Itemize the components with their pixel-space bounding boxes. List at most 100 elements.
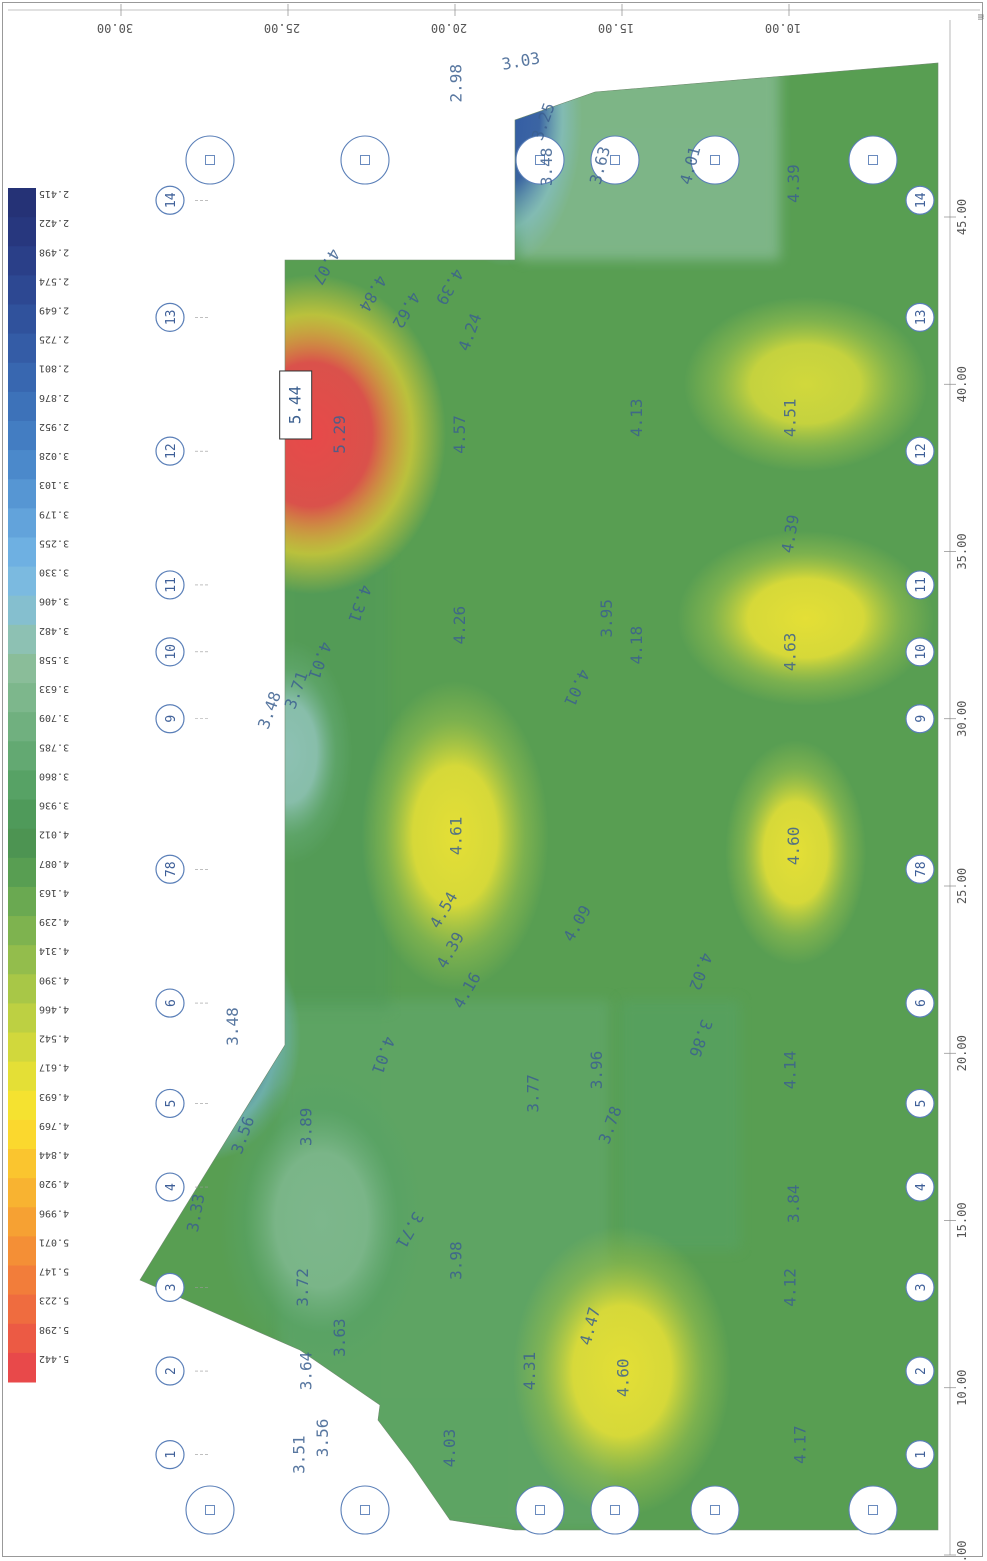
legend-swatch <box>8 974 36 1004</box>
legend-swatch <box>8 333 36 364</box>
grid-bubble-label: 3 <box>914 1283 929 1291</box>
legend-swatch <box>8 799 36 830</box>
legend-swatch <box>8 420 36 451</box>
legend-swatch <box>8 770 36 801</box>
contour-label: 3.48 <box>254 689 285 732</box>
right-tick-label: 25.00 <box>955 868 969 904</box>
legend-value: 2.574 <box>39 275 69 286</box>
legend-value: 3.028 <box>39 450 69 461</box>
contour-blob <box>512 1226 732 1516</box>
right-tick-label: 20.00 <box>955 1035 969 1071</box>
top-tick-label: 20.00 <box>431 21 467 35</box>
legend-swatch <box>8 857 36 888</box>
legend-swatch <box>8 945 36 975</box>
grid-bubble-label: 78 <box>164 861 179 877</box>
grid-bubble-label: 10 <box>914 644 929 660</box>
legend-value: 5.223 <box>39 1295 69 1306</box>
legend-swatch <box>8 1003 36 1034</box>
grid-bubble <box>905 1356 935 1386</box>
grid-bubble-label: 2 <box>164 1367 179 1375</box>
contour-label: 3.77 <box>524 1074 543 1113</box>
right-tick-label: 35.00 <box>955 533 969 569</box>
column-circle <box>590 1485 640 1535</box>
grid-bubble <box>155 185 185 215</box>
column-circle <box>690 135 740 185</box>
legend-value: 5.442 <box>39 1353 69 1364</box>
legend-value: 4.542 <box>39 1033 69 1044</box>
column-square <box>535 155 545 165</box>
grid-bubble-label: 9 <box>914 715 929 723</box>
top-tick-label: 15.00 <box>598 21 634 35</box>
legend-value: 5.147 <box>39 1266 69 1277</box>
contour-label: 3.96 <box>587 1051 606 1090</box>
legend-swatch <box>8 566 36 597</box>
grid-bubble-label: 4 <box>914 1183 929 1191</box>
grid-bubble <box>155 570 185 600</box>
column-square <box>360 155 370 165</box>
legend-swatch <box>8 537 36 568</box>
legend-value: 5.298 <box>39 1324 69 1335</box>
contour-blob <box>683 296 928 472</box>
contour-label: 4.17 <box>791 1425 810 1464</box>
contour-blob <box>218 1070 425 1371</box>
legend-value: 4.617 <box>39 1062 69 1073</box>
legend-value: 2.498 <box>39 246 69 257</box>
grid-bubble-label: 2 <box>914 1367 929 1375</box>
legend-swatch <box>8 1119 36 1150</box>
column-square <box>205 155 215 165</box>
column-circle <box>340 135 390 185</box>
grid-bubble <box>905 704 935 734</box>
contour-label: 4.03 <box>440 1429 459 1468</box>
legend-value: 4.012 <box>39 829 69 840</box>
grid-bubble <box>905 302 935 332</box>
grid-bubble <box>155 1272 185 1303</box>
legend-swatch <box>8 1265 36 1296</box>
contour-label: 3.95 <box>597 599 616 638</box>
legend-swatch <box>8 508 36 538</box>
contour-label: 5.29 <box>330 415 349 454</box>
unit-label: m <box>975 14 986 20</box>
legend-value: 3.936 <box>39 800 69 811</box>
legend-swatch <box>8 1149 36 1179</box>
legend-value: 2.801 <box>39 363 69 374</box>
grid-bubble <box>905 570 935 600</box>
top-tick-label: 30.00 <box>97 21 133 35</box>
contour-label: 3.89 <box>296 1108 315 1147</box>
grid-bubble-label: 4 <box>164 1183 179 1191</box>
column-square <box>710 155 720 165</box>
contour-label: 3.03 <box>500 48 541 73</box>
grid-bubble <box>155 1440 185 1470</box>
top-tick-label: 25.00 <box>264 21 300 35</box>
grid-bubble-label: 13 <box>914 310 929 326</box>
grid-bubble <box>155 854 185 884</box>
grid-bubble <box>155 704 185 734</box>
bottom-axis: 5.00 10.00 15.00 20.00 25.00 30.00 35.00 40.00 4… <box>944 20 969 1561</box>
contour-label: 4.57 <box>450 415 469 454</box>
column-square <box>610 1505 620 1515</box>
grid-bubble <box>905 185 935 215</box>
grid-bubble-label: 10 <box>164 644 179 660</box>
contour-label: 3.98 <box>447 1241 466 1280</box>
right-tick-label: 15.00 <box>955 1202 969 1238</box>
column-square <box>610 155 620 165</box>
contour-label: 4.14 <box>781 1051 800 1090</box>
legend-value: 4.163 <box>39 887 69 898</box>
grid-bubble <box>155 637 185 667</box>
column-circle <box>515 1485 565 1535</box>
legend-swatch <box>8 450 36 480</box>
grid-bubble-label: 6 <box>914 999 929 1007</box>
legend-value: 5.071 <box>39 1236 69 1247</box>
right-tick-label: 40.00 <box>955 366 969 402</box>
contour-label: 4.31 <box>520 1352 539 1391</box>
grid-bubble-label: 5 <box>164 1100 179 1108</box>
legend-value: 4.314 <box>39 945 69 956</box>
legend-value: 2.876 <box>39 392 69 403</box>
grid-bubble-label: 12 <box>164 443 179 459</box>
legend-swatch <box>8 624 36 655</box>
contour-label: 4.13 <box>627 398 646 437</box>
grid-bubble <box>155 988 185 1018</box>
grid-bubble <box>905 854 935 884</box>
